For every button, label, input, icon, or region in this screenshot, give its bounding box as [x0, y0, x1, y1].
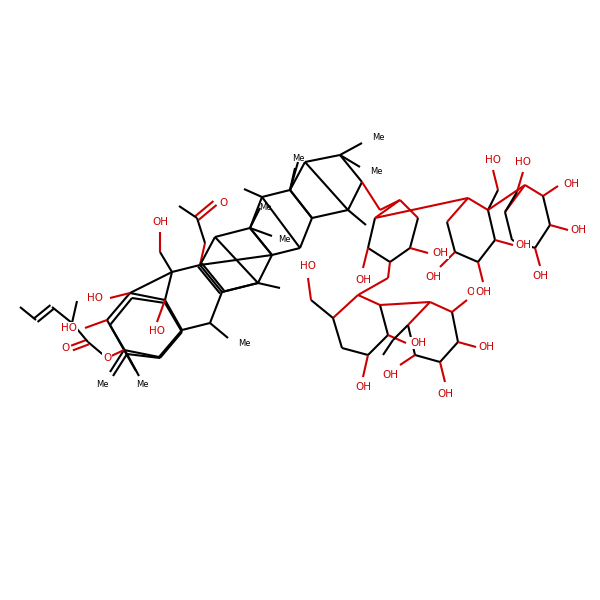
Text: OH: OH	[478, 342, 494, 352]
Text: Me: Me	[96, 380, 108, 389]
Text: Me: Me	[292, 154, 304, 163]
Text: OH: OH	[437, 389, 453, 399]
Text: Me: Me	[372, 133, 385, 142]
Text: OH: OH	[466, 287, 482, 297]
Text: HO: HO	[87, 293, 103, 303]
Text: HO: HO	[515, 157, 531, 167]
Text: OH: OH	[355, 275, 371, 285]
Text: OH: OH	[355, 382, 371, 392]
Text: O: O	[219, 198, 227, 208]
Text: Me: Me	[370, 166, 383, 175]
Text: Me: Me	[278, 235, 290, 245]
Text: OH: OH	[515, 240, 531, 250]
Text: HO: HO	[485, 155, 501, 165]
Text: Me: Me	[238, 338, 251, 347]
Text: O: O	[103, 353, 111, 363]
Text: Me: Me	[136, 380, 148, 389]
Text: OH: OH	[532, 271, 548, 281]
Text: OH: OH	[410, 338, 426, 348]
Text: OH: OH	[563, 179, 579, 189]
Text: OH: OH	[425, 272, 441, 282]
Text: HO: HO	[300, 261, 316, 271]
Text: Me: Me	[259, 203, 271, 212]
Text: OH: OH	[382, 370, 398, 380]
Text: HO: HO	[61, 323, 77, 333]
Text: HO: HO	[149, 326, 165, 336]
Text: OH: OH	[570, 225, 586, 235]
Text: OH: OH	[152, 217, 168, 227]
Text: OH: OH	[475, 287, 491, 297]
Text: OH: OH	[432, 248, 448, 258]
Text: O: O	[61, 343, 69, 353]
